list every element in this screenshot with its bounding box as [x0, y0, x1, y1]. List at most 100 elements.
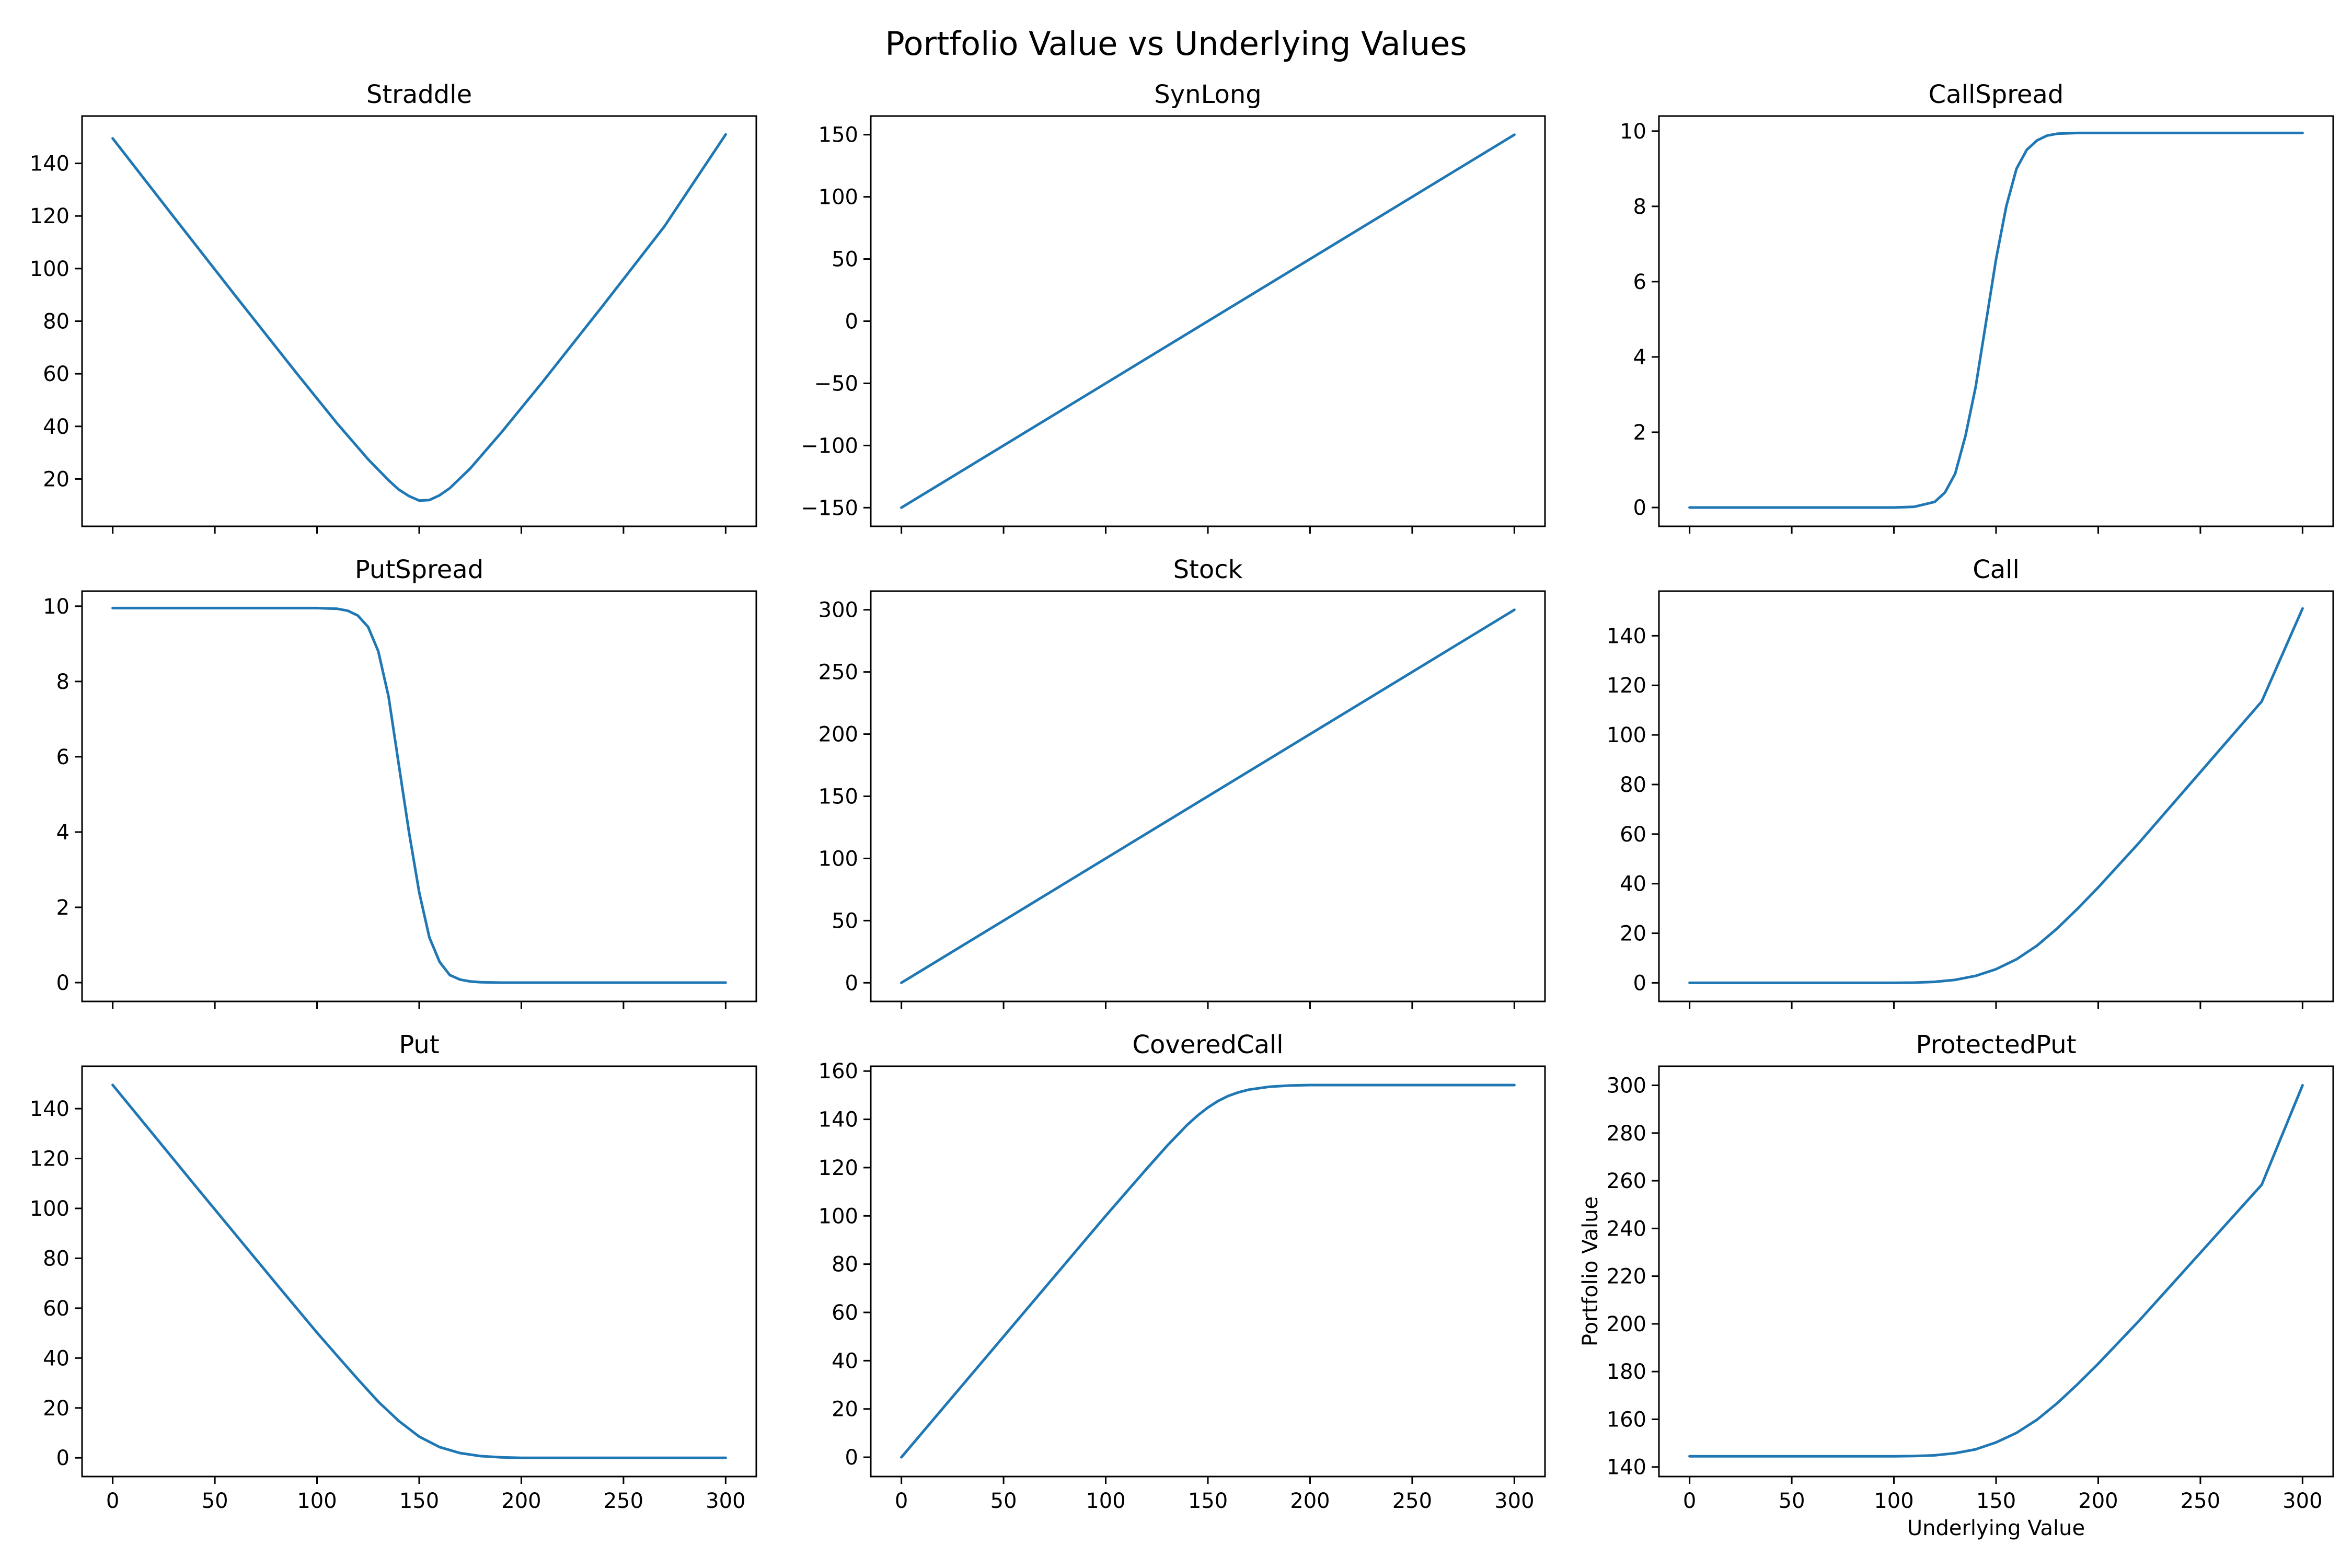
y-tick-label: 0	[1633, 971, 1646, 995]
y-tick-label: 100	[30, 257, 70, 281]
y-tick-label: 100	[1607, 723, 1646, 747]
y-tick-label: 6	[56, 745, 70, 769]
figure-title: Portfolio Value vs Underlying Values	[885, 25, 1467, 63]
y-tick-label: 120	[30, 204, 70, 228]
y-tick-label: 100	[30, 1197, 70, 1221]
y-tick-label: 140	[818, 1108, 858, 1132]
series-line	[1688, 1084, 2304, 1458]
series-line	[111, 606, 727, 984]
y-tick-label: 280	[1607, 1122, 1646, 1146]
y-tick-label: 240	[1607, 1217, 1646, 1241]
y-axis-label: Portfolio Value	[1578, 1196, 1602, 1346]
y-tick-label: 260	[1607, 1169, 1646, 1193]
subplot-title: PutSpread	[355, 555, 483, 584]
y-tick-label: 120	[1607, 674, 1646, 698]
y-tick-label: 8	[1633, 195, 1646, 219]
y-tick-label: 4	[1633, 345, 1646, 370]
y-tick-label: 10	[1620, 120, 1646, 144]
y-tick-label: 50	[832, 909, 858, 933]
y-tick-label: 40	[43, 415, 70, 439]
y-tick-label: 40	[43, 1346, 70, 1370]
series-line	[1688, 131, 2304, 509]
axes-frame	[81, 115, 757, 527]
x-tick-label: 0	[106, 1489, 119, 1513]
subplot-put: Put 0 50 100 150 200 250 300 0 20 40 60 80 100 120 140	[30, 1030, 757, 1513]
y-tick-label: 40	[1620, 872, 1646, 896]
x-tick-label: 200	[501, 1489, 541, 1513]
y-tick-label: 80	[43, 310, 70, 334]
subplot-title: CallSpread	[1929, 80, 2064, 109]
y-tick-label: 120	[818, 1156, 858, 1180]
x-tick-label: 100	[297, 1489, 337, 1513]
y-tick-label: 140	[1607, 624, 1646, 648]
y-tick-label: −50	[814, 372, 858, 396]
subplot-title: ProtectedPut	[1916, 1030, 2076, 1059]
y-tick-label: 160	[818, 1059, 858, 1083]
x-tick-label: 250	[604, 1489, 643, 1513]
subplot-callspread: CallSpread 0 2 4 6 8 10	[1620, 80, 2334, 534]
y-tick-label: 200	[1607, 1312, 1646, 1336]
y-tick-label: 100	[818, 847, 858, 871]
x-tick-label: 200	[2078, 1489, 2118, 1513]
x-tick-label: 100	[1874, 1489, 1913, 1513]
series-line	[111, 1083, 727, 1459]
x-tick-label: 300	[1494, 1489, 1534, 1513]
y-tick-label: 100	[818, 186, 858, 210]
axes-frame	[870, 1065, 1546, 1478]
subplot-title: Straddle	[366, 80, 472, 109]
y-tick-label: 4	[56, 821, 70, 845]
y-tick-label: 140	[30, 152, 70, 176]
x-tick-label: 250	[1392, 1489, 1432, 1513]
x-tick-label: 300	[706, 1489, 745, 1513]
y-tick-label: 60	[43, 362, 70, 386]
y-tick-label: 60	[43, 1297, 70, 1321]
y-tick-label: 160	[1607, 1408, 1646, 1432]
x-tick-label: 50	[990, 1489, 1017, 1513]
y-tick-label: 20	[832, 1398, 858, 1422]
y-tick-label: 20	[1620, 922, 1646, 946]
x-tick-label: 250	[2181, 1489, 2220, 1513]
y-tick-label: 200	[818, 723, 858, 747]
subplot-title: SynLong	[1154, 80, 1261, 109]
y-tick-label: 60	[1620, 823, 1646, 847]
series-line	[900, 133, 1516, 509]
y-tick-label: 150	[818, 123, 858, 147]
y-tick-label: 6	[1633, 270, 1646, 294]
subplot-title: Call	[1973, 555, 2020, 584]
x-tick-label: 50	[202, 1489, 228, 1513]
subplot-title: Stock	[1173, 555, 1243, 584]
x-tick-label: 0	[1683, 1489, 1696, 1513]
y-tick-label: 120	[30, 1147, 70, 1171]
y-tick-label: 300	[818, 598, 858, 622]
subplot-synlong: SynLong −150 −100 −50 0 50 100 150	[801, 80, 1546, 534]
axes-frame	[1658, 590, 2334, 1002]
y-tick-label: 80	[1620, 773, 1646, 797]
series-line	[111, 133, 727, 502]
y-tick-label: 80	[43, 1247, 70, 1271]
subplot-putspread: PutSpread 0 2 4 6 8 10	[43, 555, 757, 1009]
series-line	[900, 1083, 1516, 1459]
y-tick-label: 0	[1633, 496, 1646, 520]
subplot-straddle: Straddle 20 40 60 80 100 120 140	[30, 80, 757, 534]
y-tick-label: 80	[832, 1253, 858, 1277]
subplot-grid: Straddle20406080100120140SynLong−150−100…	[30, 80, 2334, 1540]
y-tick-label: 10	[43, 595, 70, 619]
y-tick-label: 180	[1607, 1360, 1646, 1384]
y-tick-label: 20	[43, 1397, 70, 1421]
y-tick-label: 300	[1607, 1074, 1646, 1098]
y-tick-label: 50	[832, 248, 858, 272]
x-tick-label: 150	[399, 1489, 439, 1513]
y-tick-label: 0	[845, 1446, 858, 1470]
axes-frame	[81, 1065, 757, 1478]
x-axis-label: Underlying Value	[1907, 1516, 2085, 1540]
y-tick-label: 250	[818, 661, 858, 685]
y-tick-label: 2	[56, 896, 70, 920]
y-tick-label: 20	[43, 467, 70, 491]
subplot-stock: Stock 0 50 100 150 200 250 300	[818, 555, 1546, 1009]
x-tick-label: 300	[2282, 1489, 2322, 1513]
x-tick-label: 200	[1290, 1489, 1330, 1513]
y-tick-label: 140	[1607, 1456, 1646, 1480]
y-tick-label: 140	[30, 1097, 70, 1121]
x-tick-label: 150	[1188, 1489, 1228, 1513]
